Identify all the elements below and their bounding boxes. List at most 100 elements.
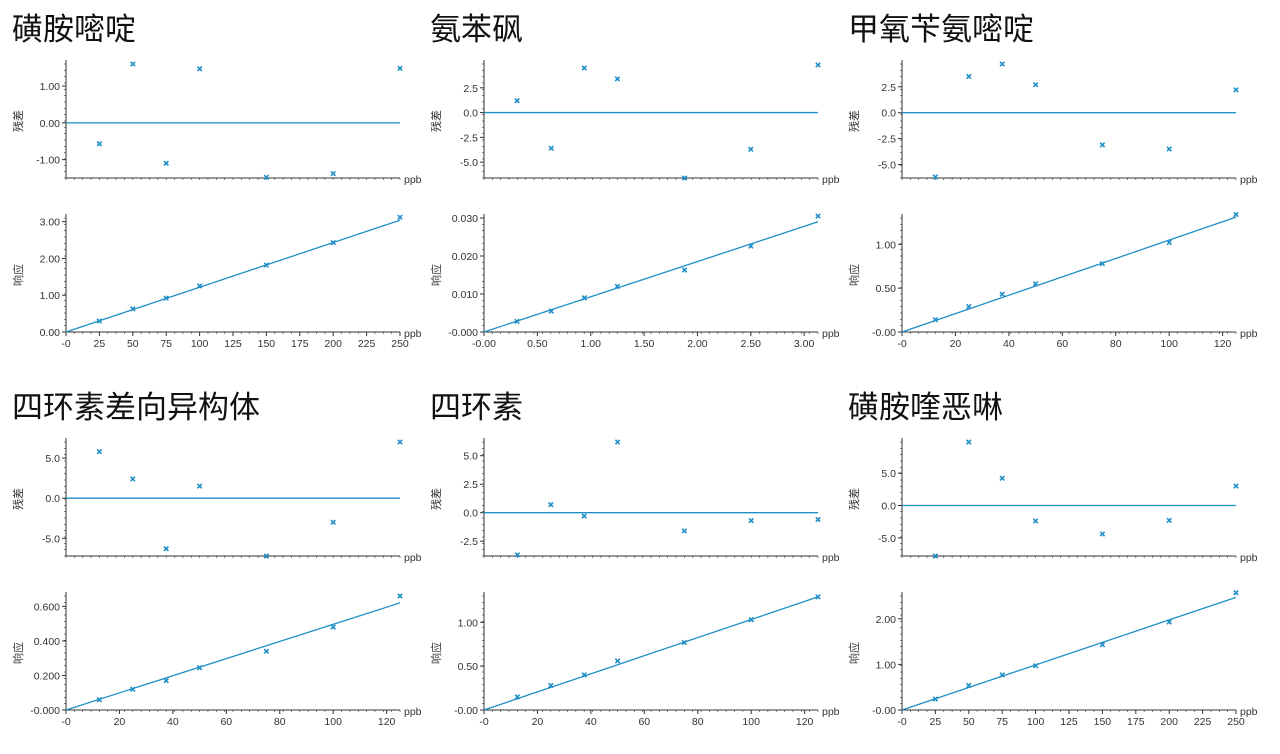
data-point [163, 295, 169, 301]
data-point-stroke [1099, 142, 1106, 148]
x-tick-label: 40 [1003, 338, 1015, 350]
data-point [1032, 663, 1039, 669]
data-point-stroke [748, 146, 754, 153]
data-point-stroke [932, 316, 939, 323]
x-unit-label: ppb [404, 552, 422, 564]
fit-line [901, 596, 1237, 711]
x-tick-label: 100 [324, 716, 342, 728]
y-axis-label: 残差 [429, 110, 443, 132]
x-tick-label: -0 [897, 338, 906, 350]
data-point-stroke [96, 448, 103, 455]
data-point [966, 682, 972, 689]
y-tick-label: 0.00 [40, 327, 61, 339]
data-point-stroke [1233, 87, 1239, 93]
x-tick-label: 75 [996, 716, 1008, 728]
y-axis-label: 响应 [429, 642, 443, 664]
data-point [1166, 146, 1172, 152]
data-point [581, 672, 587, 678]
x-tick-label: -0 [897, 716, 906, 728]
data-point-stroke [1032, 281, 1039, 287]
chart-title: 氨苯砜 [430, 12, 523, 48]
data-point [96, 318, 103, 324]
data-point [966, 73, 972, 80]
data-point-stroke [397, 214, 403, 221]
data-point-stroke [681, 267, 688, 273]
data-point [96, 141, 103, 147]
x-tick-label: 40 [585, 716, 597, 728]
x-tick-label: 20 [532, 716, 544, 728]
data-point [514, 552, 521, 558]
data-point [1166, 239, 1172, 246]
data-point [1233, 590, 1239, 596]
data-point [999, 475, 1005, 482]
data-point-stroke [130, 686, 136, 693]
data-point-stroke [130, 476, 136, 482]
y-tick-label: -0.00 [454, 705, 478, 717]
data-point [1032, 518, 1039, 524]
data-point [681, 175, 688, 181]
data-point [548, 682, 554, 689]
data-point-stroke [130, 306, 136, 312]
x-tick-label: 80 [692, 716, 704, 728]
data-point [966, 439, 972, 445]
data-point [815, 594, 821, 600]
x-unit-label: ppb [1240, 706, 1258, 718]
data-point [1233, 211, 1239, 218]
data-point [815, 62, 821, 68]
y-tick-label: 0.010 [452, 289, 478, 301]
data-point-stroke [999, 672, 1005, 678]
data-point-stroke [1233, 483, 1239, 489]
chart-title: 四环素 [430, 390, 523, 426]
data-point [999, 61, 1005, 67]
y-tick-label: 1.00 [40, 81, 61, 93]
x-tick-label: 20 [114, 716, 126, 728]
data-point-stroke [966, 682, 972, 689]
data-point-stroke [548, 145, 554, 152]
data-point-stroke [1099, 531, 1106, 537]
x-tick-label: 25 [930, 716, 942, 728]
data-point [999, 672, 1005, 678]
data-point-stroke [514, 318, 520, 325]
chart-panel-3: 甲氧苄氨嘧啶 2.5 0.0 -2.5 -5.0 ppb 残差 -0.00 0.50 1.00… [836, 0, 1258, 376]
y-axis-label: 响应 [11, 264, 25, 286]
data-point-stroke [932, 696, 939, 702]
chart-panel-6: 磺胺喹恶啉 5.0 0.0 -5.0 ppb 残差 -0.00 1.00 2.00 -0 25 5… [836, 378, 1258, 754]
data-point-stroke [815, 594, 821, 600]
y-tick-label: 0.200 [34, 670, 60, 682]
x-tick-label: 2.50 [741, 338, 762, 350]
data-point-stroke [397, 439, 403, 445]
y-tick-label: 1.00 [876, 659, 897, 671]
data-point [748, 243, 754, 249]
data-point-stroke [1032, 81, 1039, 88]
y-tick-label: 0.0 [45, 493, 60, 505]
data-point [1032, 281, 1039, 287]
x-tick-label: 2.00 [687, 338, 708, 350]
y-tick-label: -5.0 [878, 533, 896, 545]
data-point [263, 174, 270, 181]
x-tick-label: 40 [167, 716, 179, 728]
data-point [614, 439, 621, 445]
x-unit-label: ppb [1240, 552, 1258, 564]
data-point [330, 239, 336, 246]
residual-plot: 5.0 0.0 -5.0 ppb 残差 [11, 438, 422, 564]
y-tick-label: 5.0 [881, 468, 896, 480]
response-plot: -0.000 0.010 0.020 0.030 -0.00 0.50 1.00 1.50 2.… [429, 213, 840, 350]
x-tick-label: -0 [479, 716, 488, 728]
x-unit-label: ppb [404, 328, 422, 340]
y-tick-label: -0.000 [30, 705, 60, 717]
data-point-stroke [330, 239, 336, 246]
fit-line [483, 596, 819, 711]
data-point [999, 291, 1005, 298]
data-point [748, 146, 754, 153]
chart-panel-5: 四环素 5.0 2.5 0.0 -2.5 ppb 残差 -0.00 0.50 1.00 -0 20… [418, 378, 840, 754]
chart-title: 磺胺喹恶啉 [848, 390, 1003, 426]
data-point-stroke [263, 262, 270, 268]
data-point [330, 170, 336, 177]
x-tick-label: 175 [291, 338, 309, 350]
x-tick-label: 50 [127, 338, 139, 350]
data-point-stroke [681, 528, 688, 534]
residual-plot: 5.0 0.0 -5.0 ppb 残差 [847, 438, 1258, 564]
residual-plot: 2.5 0.0 -2.5 -5.0 ppb 残差 [847, 60, 1258, 186]
y-tick-label: 0.0 [463, 108, 478, 120]
x-tick-label: 80 [274, 716, 286, 728]
